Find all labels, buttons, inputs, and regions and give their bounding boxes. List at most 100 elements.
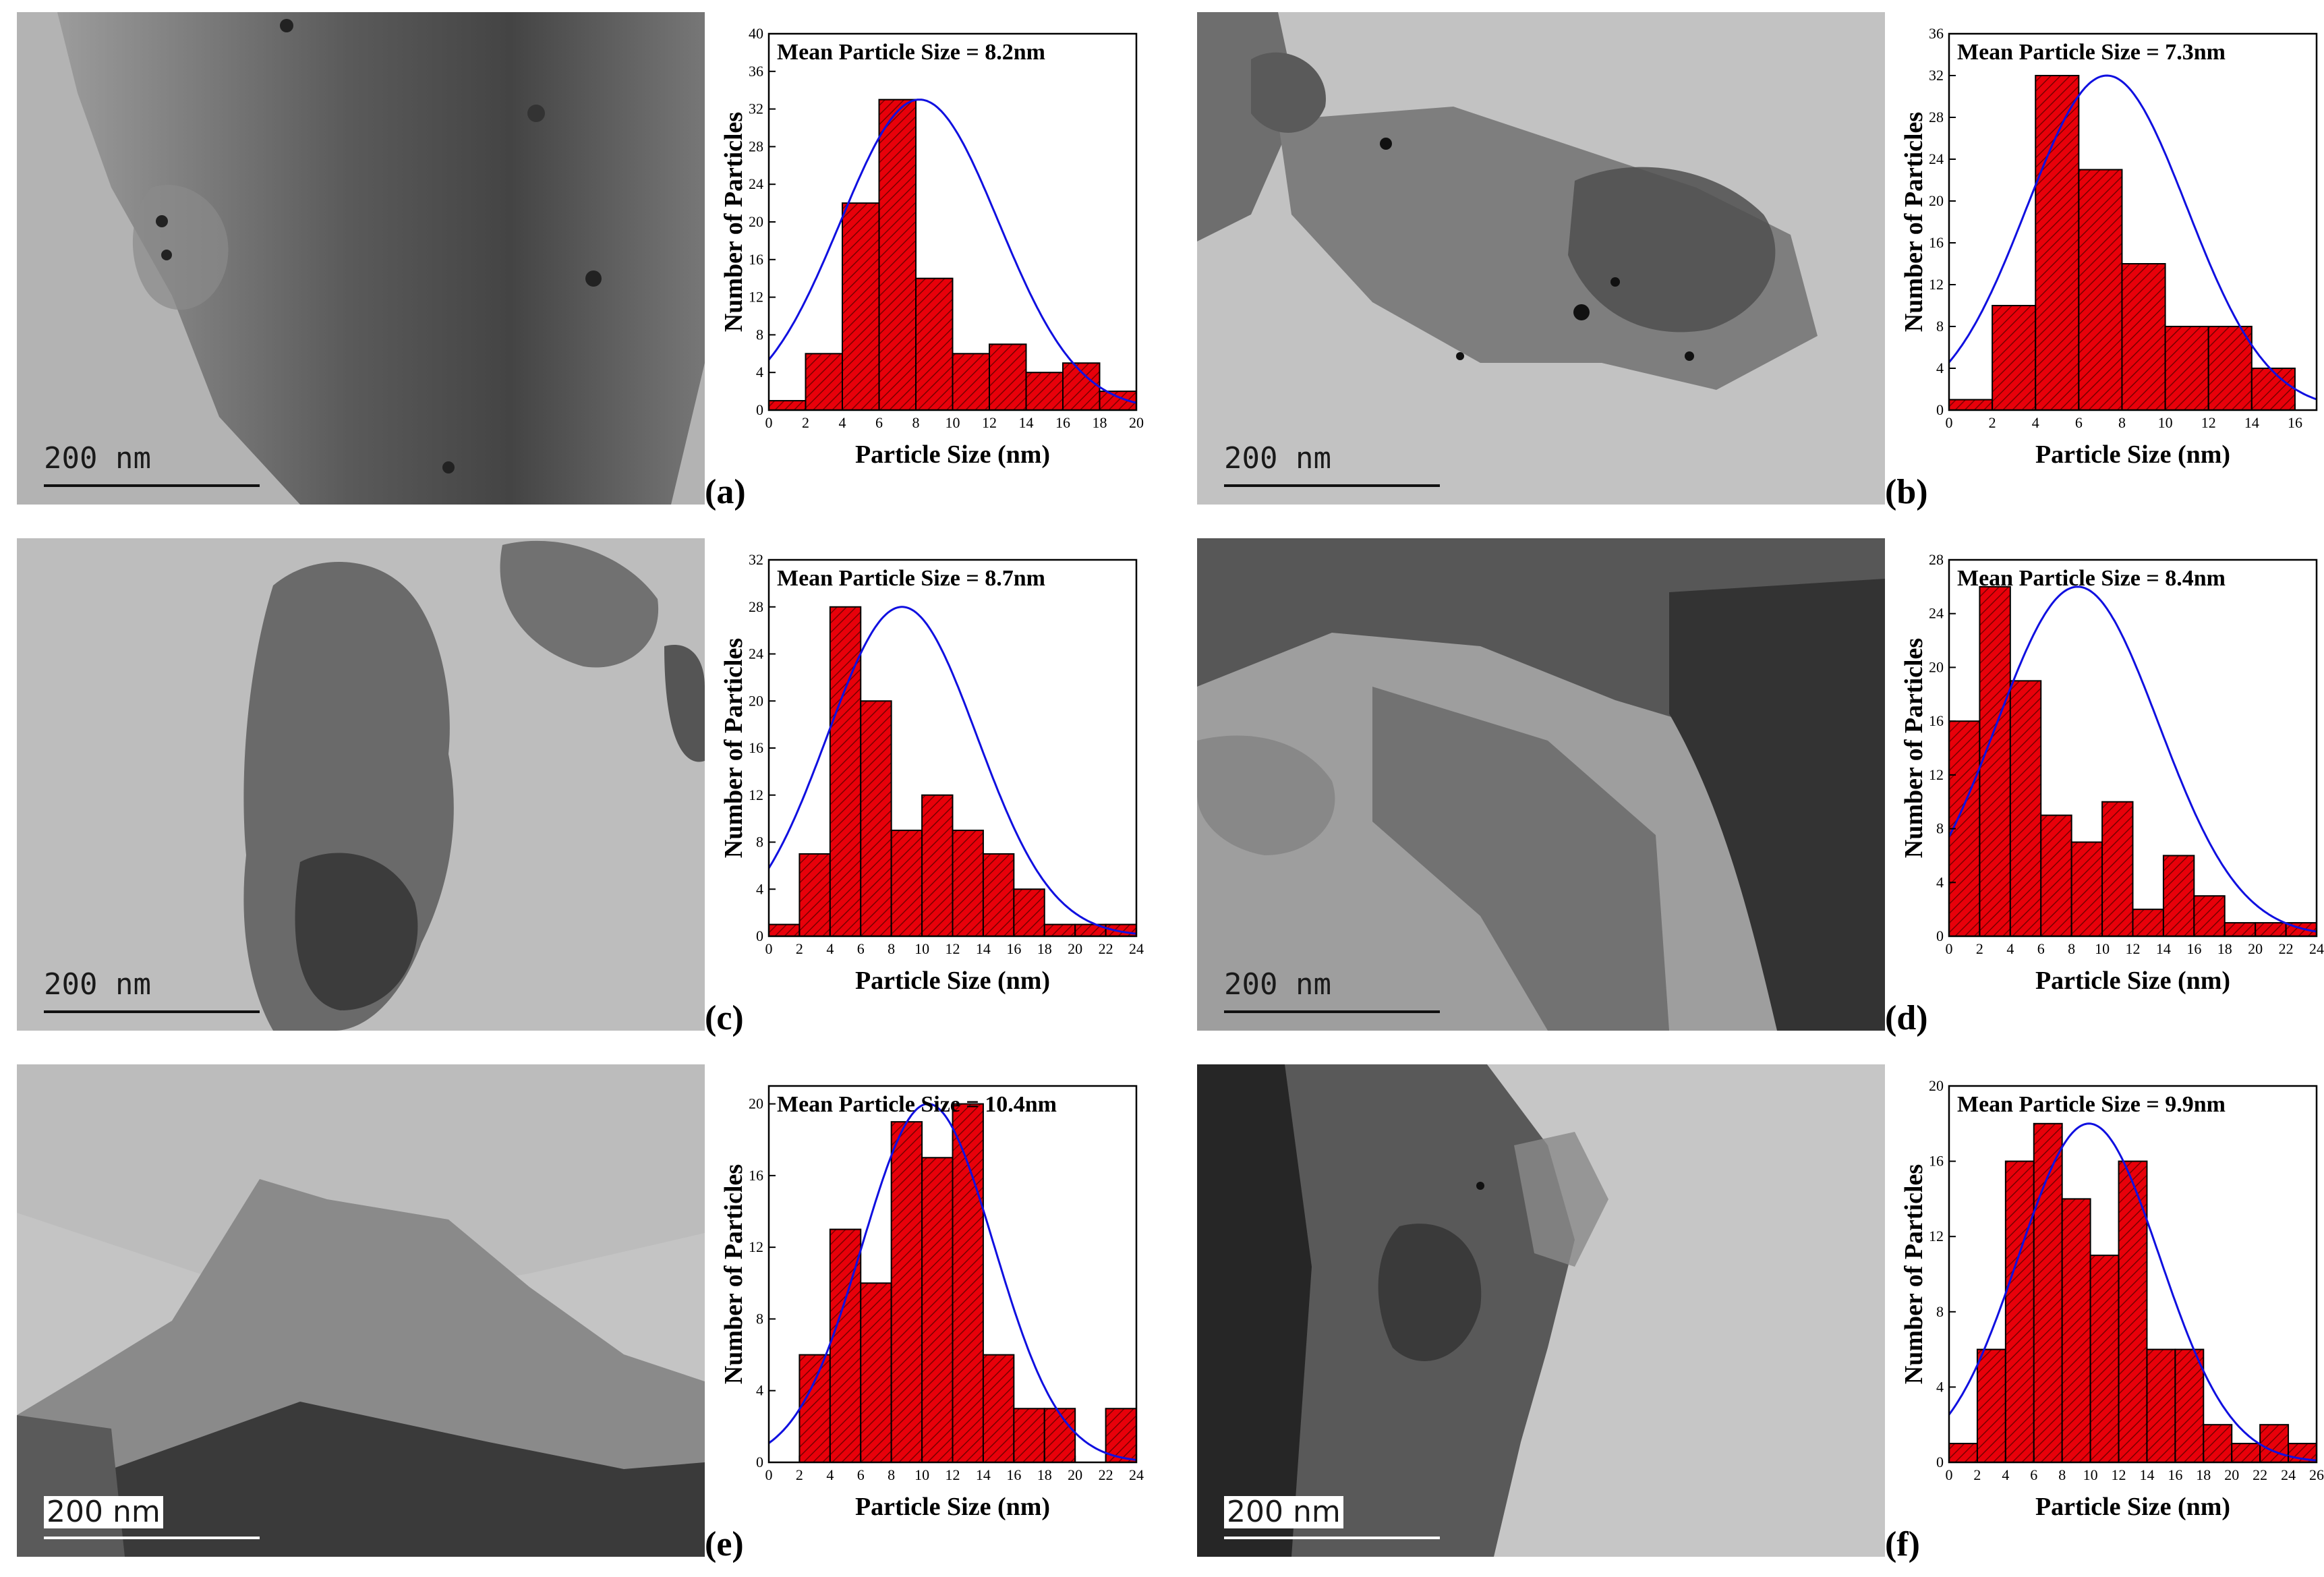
x-tick-label: 12	[2112, 1466, 2126, 1483]
x-tick-label: 26	[2309, 1466, 2324, 1483]
x-tick-label: 8	[2118, 414, 2126, 431]
panel-a: 200 nm 0 2 4 6 8 10 12 14 16 18 20 0 4 8 12 16 20 24 28 32 3…	[17, 12, 1163, 525]
scale-label: 200 nm	[1224, 967, 1331, 1002]
histogram-bar	[2121, 263, 2166, 411]
tem-image-e: 200 nm	[17, 1064, 705, 1557]
y-tick-label: 16	[1929, 234, 1944, 251]
scale-line	[44, 484, 260, 487]
chart-title: Mean Particle Size = 7.3nm	[1957, 40, 2226, 65]
histogram-bar	[1013, 1408, 1045, 1463]
histogram-bar	[2259, 1424, 2290, 1464]
histogram-bar	[768, 400, 807, 411]
x-tick-label: 10	[914, 940, 929, 957]
histogram-bar	[1013, 888, 1045, 937]
panel-b: 200 nm 0 2 4 6 8 10 12 14 16 0 4 8 12 16 20 24 28 32 36 Mea…	[1197, 12, 2324, 525]
histogram-bar	[860, 1282, 892, 1463]
y-tick-label: 28	[749, 138, 763, 154]
x-tick-label: 20	[2248, 940, 2263, 957]
gaussian-fit-curve	[769, 98, 1136, 404]
x-tick-label: 14	[1019, 414, 1034, 431]
panel-c: 200 nm 0 2 4 6 8 10 12 14 16 18 20 22 24 0 4 8 12 16 20 24 2…	[17, 538, 1163, 1051]
histogram-bar	[2089, 1255, 2120, 1463]
y-tick-label: 28	[1929, 551, 1944, 568]
chart-title: Mean Particle Size = 8.4nm	[1957, 566, 2226, 591]
histogram-bar	[1043, 1408, 1076, 1463]
y-tick-label: 16	[749, 739, 763, 756]
x-tick-label: 12	[946, 940, 960, 957]
y-tick-label: 12	[1929, 766, 1944, 783]
panel-label: (d)	[1885, 999, 1928, 1037]
histogram-bar	[1976, 1348, 2006, 1463]
scale-label: 200 nm	[1224, 441, 1331, 476]
x-tick-label: 14	[2244, 414, 2259, 431]
x-tick-label: 22	[1099, 940, 1113, 957]
x-tick-label: 16	[2186, 940, 2201, 957]
x-tick-label: 24	[1129, 1466, 1144, 1483]
histogram-chart: 0 2 4 6 8 10 12 14 16 0 4 8 12 16 20 24 28 32 36 Mean Parti…	[1885, 12, 2324, 525]
gaussian-fit-curve	[1949, 585, 2317, 933]
histogram-bar	[842, 202, 880, 411]
y-tick-label: 16	[1929, 1153, 1944, 1170]
histogram-bar	[2040, 814, 2072, 937]
y-axis-title: Number of Particles	[1900, 638, 1928, 858]
x-tick-label: 16	[1006, 940, 1021, 957]
x-tick-label: 4	[839, 414, 846, 431]
y-tick-label: 4	[1936, 1378, 1944, 1395]
panel-label: (a)	[705, 473, 746, 511]
histogram-bar	[2035, 75, 2080, 411]
tem-image-f: 200 nm	[1197, 1064, 1885, 1557]
x-tick-label: 14	[2156, 940, 2171, 957]
x-tick-label: 22	[2279, 940, 2294, 957]
histogram-bar	[798, 853, 831, 937]
x-tick-label: 20	[1068, 940, 1082, 957]
chart-title: Mean Particle Size = 9.9nm	[1957, 1092, 2226, 1117]
x-tick-label: 18	[1093, 414, 1107, 431]
x-tick-label: 6	[875, 414, 883, 431]
y-tick-label: 12	[1929, 276, 1944, 293]
x-tick-label: 8	[2058, 1466, 2066, 1483]
histogram-bar	[2193, 895, 2226, 938]
y-tick-label: 24	[749, 175, 763, 192]
x-tick-label: 0	[1946, 1466, 1953, 1483]
chart-svg: 0 2 4 6 8 10 12 14 16 18 200481216202428323640Mean…	[705, 25, 1144, 511]
histogram-chart: 0 2 4 6 8 10 12 14 16 18 20 22 24 0 4 8 12 16 20 24 28 32 Mean…	[705, 538, 1163, 1051]
histogram-bar	[952, 1103, 984, 1464]
y-tick-label: 24	[1929, 150, 1944, 167]
x-tick-label: 6	[857, 940, 865, 957]
histogram-bar	[2207, 326, 2253, 411]
y-tick-label: 0	[756, 1454, 763, 1470]
y-tick-label: 8	[756, 834, 763, 851]
x-tick-label: 14	[2139, 1466, 2154, 1483]
histogram-bar	[2004, 1160, 2035, 1463]
y-tick-label: 20	[749, 1095, 763, 1112]
y-tick-label: 0	[1936, 1454, 1944, 1470]
gaussian-fit-curve	[1949, 74, 2317, 401]
y-tick-label: 20	[749, 213, 763, 230]
histogram-chart: 0 2 4 6 8 10 12 14 16 18 20 22 24 0 4 8 12 16 20 24 28 Mean P…	[1885, 538, 2324, 1051]
x-axis-title: Particle Size (nm)	[2035, 1493, 2230, 1521]
histogram-bar	[1948, 1443, 1978, 1463]
panel-label: (e)	[705, 1525, 744, 1564]
scale-label: 200 nm	[44, 1496, 163, 1528]
x-tick-label: 18	[1037, 940, 1052, 957]
x-tick-label: 6	[2037, 940, 2045, 957]
histogram-bar	[890, 830, 923, 937]
tem-image-c: 200 nm	[17, 538, 705, 1031]
y-tick-label: 0	[1936, 927, 1944, 944]
x-tick-label: 10	[2158, 414, 2173, 431]
x-tick-label: 10	[2083, 1466, 2098, 1483]
histogram-bar	[982, 853, 1015, 937]
histogram-bar	[860, 700, 892, 937]
histogram-bar	[2224, 922, 2257, 937]
y-tick-label: 20	[1929, 1077, 1944, 1094]
histogram-bar	[952, 830, 984, 937]
scale-line	[1224, 1537, 1440, 1539]
x-axis-title: Particle Size (nm)	[855, 1493, 1050, 1521]
x-tick-label: 0	[1946, 940, 1953, 957]
y-tick-label: 28	[749, 598, 763, 615]
x-tick-label: 16	[2168, 1466, 2182, 1483]
panel-f: 200 nm 0 2 4 6 8 10 12 14 16 18 20 22 24 26 0 4 8 12 16 20 M…	[1197, 1064, 2324, 1577]
x-tick-label: 4	[826, 1466, 834, 1483]
x-tick-label: 0	[765, 940, 773, 957]
